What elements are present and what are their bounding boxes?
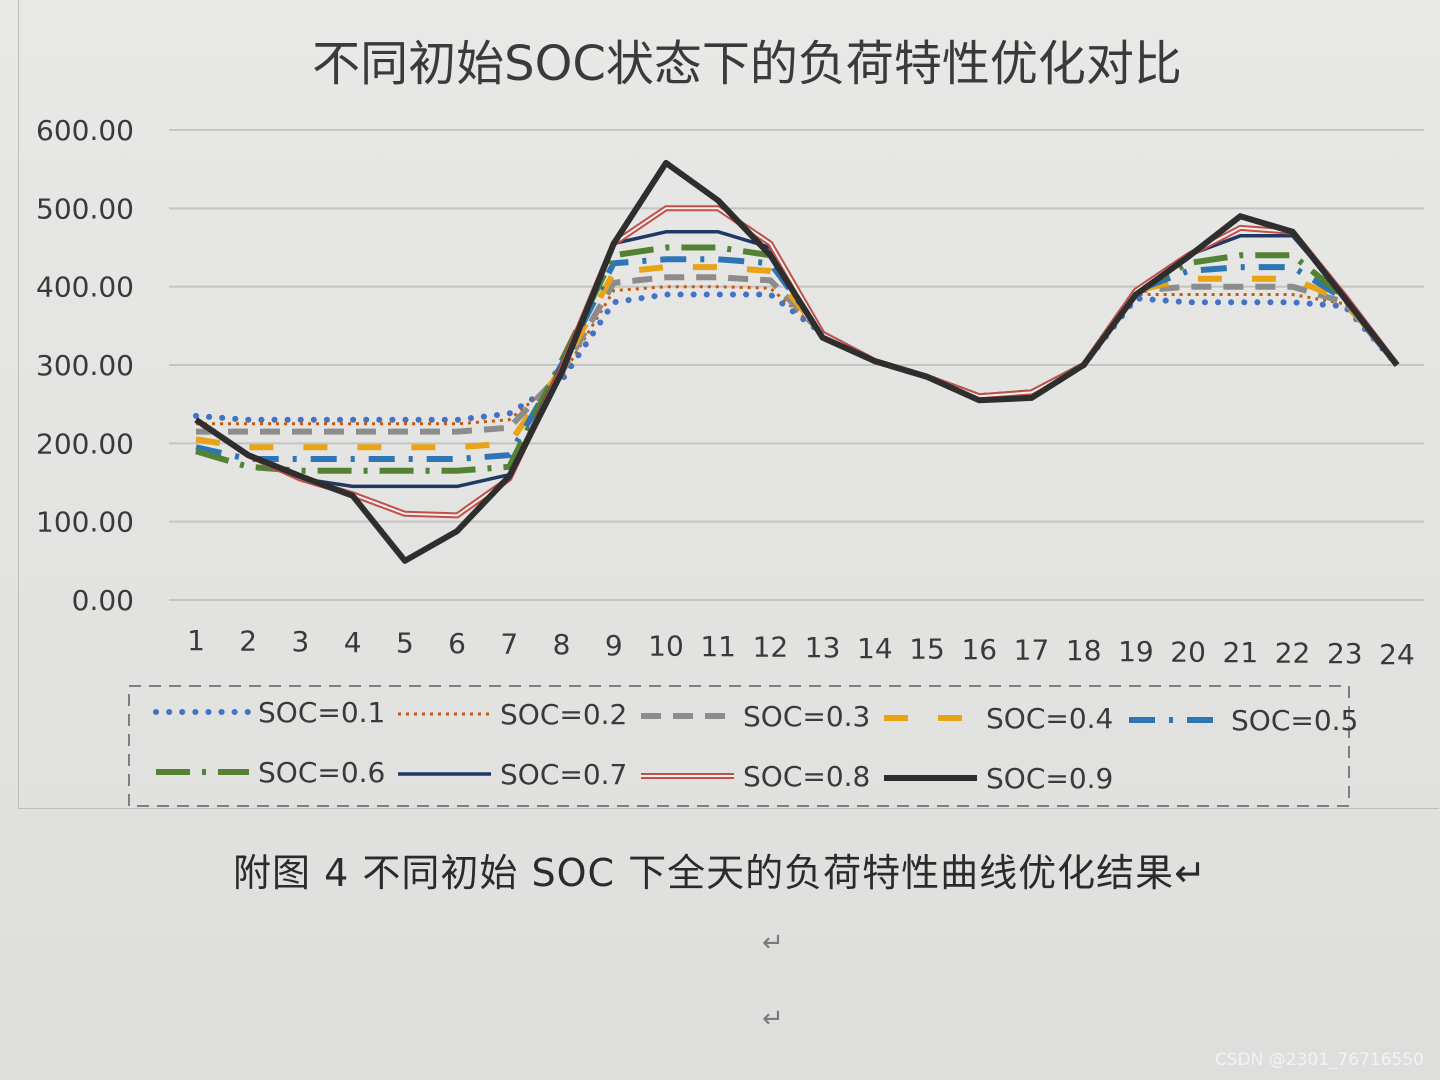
legend-label: SOC=0.7 — [500, 758, 627, 791]
x-tick-label: 6 — [448, 627, 466, 660]
x-tick-label: 22 — [1275, 637, 1311, 670]
gridlines — [169, 129, 1424, 601]
x-tick-label: 2 — [239, 625, 257, 658]
x-tick-label: 20 — [1170, 635, 1206, 668]
x-tick-label: 10 — [648, 629, 684, 662]
y-tick-label: 200.00 — [36, 427, 134, 460]
x-tick-label: 7 — [500, 628, 518, 661]
legend: SOC=0.1 SOC=0.2 SOC=0.3 SOC=0.4 SOC=0.5 SOC=0… — [128, 685, 1358, 807]
figure-caption: 附图 4 不同初始 SOC 下全天的负荷特性曲线优化结果↵ — [233, 851, 1207, 895]
series-line-soc-0-8 — [194, 205, 1400, 519]
x-tick-label: 11 — [700, 630, 736, 663]
x-tick-label: 12 — [753, 631, 789, 664]
y-tick-label: 100.00 — [36, 506, 134, 539]
legend-label: SOC=0.8 — [743, 760, 870, 793]
load-characteristic-chart: 不同初始SOC状态下的负荷特性优化对比 0.00 100.00 200.00 300.… — [36, 36, 1424, 807]
y-tick-label: 500.00 — [36, 192, 134, 225]
paragraph-mark-1: ↵ — [762, 928, 784, 958]
x-tick-label: 15 — [909, 632, 945, 665]
x-tick-label: 9 — [605, 629, 623, 662]
legend-label: SOC=0.2 — [500, 698, 627, 731]
x-tick-label: 3 — [292, 625, 310, 658]
x-tick-label: 5 — [396, 626, 414, 659]
x-tick-label: 23 — [1327, 637, 1363, 670]
x-tick-label: 24 — [1379, 638, 1415, 671]
y-tick-label: 300.00 — [36, 349, 134, 382]
x-tick-label: 18 — [1066, 634, 1102, 667]
paragraph-mark-2: ↵ — [762, 1004, 784, 1034]
x-tick-label: 21 — [1223, 636, 1259, 669]
x-tick-label: 14 — [857, 632, 893, 665]
series-line-soc-0-9 — [194, 159, 1400, 564]
series-line-soc-0-3 — [196, 274, 1400, 435]
x-tick-label: 17 — [1014, 634, 1050, 667]
x-tick-label: 13 — [805, 631, 841, 664]
x-tick-label: 8 — [553, 628, 571, 661]
y-axis-ticks: 0.00 100.00 200.00 300.00 400.00 500.00 600.00 — [36, 114, 134, 617]
legend-border — [128, 685, 1350, 807]
legend-label: SOC=0.4 — [986, 702, 1113, 735]
x-axis-ticks: 1 2 3 4 5 6 7 8 9 10 11 12 13 14 15 16 17 18 19 20 21 22 23 24 — [187, 624, 1415, 671]
legend-label: SOC=0.5 — [1231, 704, 1358, 737]
legend-label: SOC=0.9 — [986, 762, 1113, 795]
x-tick-label: 4 — [344, 626, 362, 659]
chart-frame: 不同初始SOC状态下的负荷特性优化对比 0.00 100.00 200.00 300.… — [18, 0, 1439, 809]
series-lines — [193, 159, 1400, 564]
watermark: CSDN @2301_76716550 — [1214, 1050, 1424, 1070]
y-tick-label: 400.00 — [36, 271, 134, 304]
chart-title: 不同初始SOC状态下的负荷特性优化对比 — [312, 36, 1182, 92]
series-line-soc-0-1 — [193, 291, 1400, 423]
legend-label: SOC=0.6 — [258, 756, 385, 789]
series-line-soc-0-8-inner — [195, 207, 1398, 517]
legend-label: SOC=0.3 — [743, 700, 870, 733]
y-tick-label: 0.00 — [72, 584, 134, 617]
x-tick-label: 19 — [1118, 635, 1154, 668]
legend-label: SOC=0.1 — [258, 696, 385, 729]
y-tick-label: 600.00 — [36, 114, 134, 147]
x-tick-label: 1 — [187, 624, 205, 657]
x-tick-label: 16 — [961, 633, 997, 666]
